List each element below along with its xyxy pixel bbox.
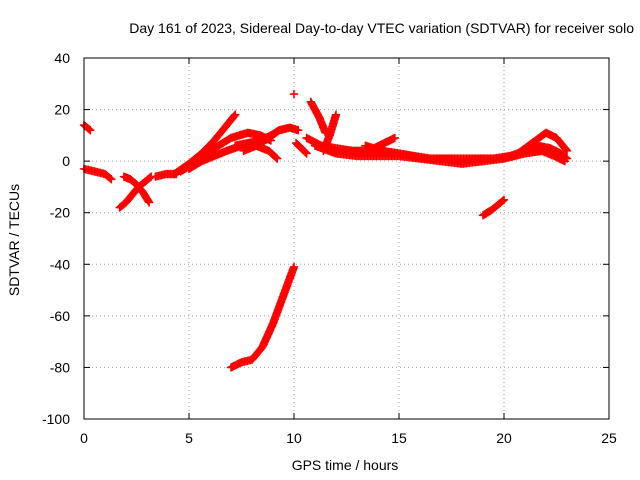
data-point-marker (301, 148, 310, 157)
data-point-marker (105, 173, 115, 183)
y-tick-label: -60 (50, 308, 70, 324)
y-tick-label: -100 (42, 411, 70, 427)
data-point-marker (562, 146, 572, 156)
series-start-high (79, 120, 95, 135)
y-tick-label: -20 (50, 205, 70, 221)
data-point-marker (499, 195, 509, 205)
series-early-cluster (361, 133, 400, 153)
data-point-marker (293, 125, 303, 135)
x-axis-label: GPS time / hours (292, 457, 399, 473)
data-point-marker (272, 154, 282, 163)
y-tick-label: -40 (50, 256, 70, 272)
data-point-marker (560, 156, 570, 166)
grid-lines (84, 58, 609, 419)
x-tick-label: 0 (80, 430, 88, 446)
x-tick-label: 20 (496, 430, 512, 446)
plot-frame (83, 57, 610, 420)
x-tick-label: 25 (601, 430, 617, 446)
data-point-marker (107, 174, 116, 184)
data-point-marker (331, 110, 341, 120)
series-early-decline (79, 164, 116, 184)
series-midday-arc (239, 123, 303, 156)
data-point-marker (498, 196, 508, 206)
x-tick-label: 10 (286, 430, 302, 446)
data-point-marker (289, 89, 299, 99)
y-tick-label: 0 (62, 153, 70, 169)
series-peak-segment (306, 97, 330, 138)
series-isolated-high (289, 89, 299, 99)
y-axis-label: SDTVAR / TECUs (6, 184, 22, 296)
x-tick-label: 15 (391, 430, 407, 446)
data-point-marker (302, 149, 311, 158)
series-late-arc (510, 128, 572, 161)
data-point-marker (144, 198, 154, 207)
data-point-marker (86, 125, 95, 135)
series-dip-2 (119, 172, 154, 207)
y-tick-label: -80 (50, 359, 70, 375)
chart-title: Day 161 of 2023, Sidereal Day-to-day VTE… (129, 20, 634, 36)
series-side-segment (319, 110, 341, 156)
data-point-marker (561, 145, 571, 154)
data-point-marker (229, 111, 239, 121)
series-late-dip (478, 195, 509, 220)
y-tick-label: 40 (54, 50, 70, 66)
data-point-marker (289, 262, 299, 272)
data-point-marker (84, 124, 94, 134)
series-isolated-low (291, 138, 311, 158)
data-point-marker (230, 110, 240, 120)
data-point-marker (271, 153, 281, 162)
data-points (79, 89, 572, 372)
data-point-marker (145, 173, 155, 182)
axis-ticks: 0 5 10 15 20 25 -100 -80 -60 -40 -20 0 20 40 (42, 50, 617, 446)
y-tick-label: 20 (54, 102, 70, 118)
series-big-dip (226, 262, 299, 372)
data-point-marker (390, 133, 400, 143)
x-tick-label: 5 (185, 430, 193, 446)
